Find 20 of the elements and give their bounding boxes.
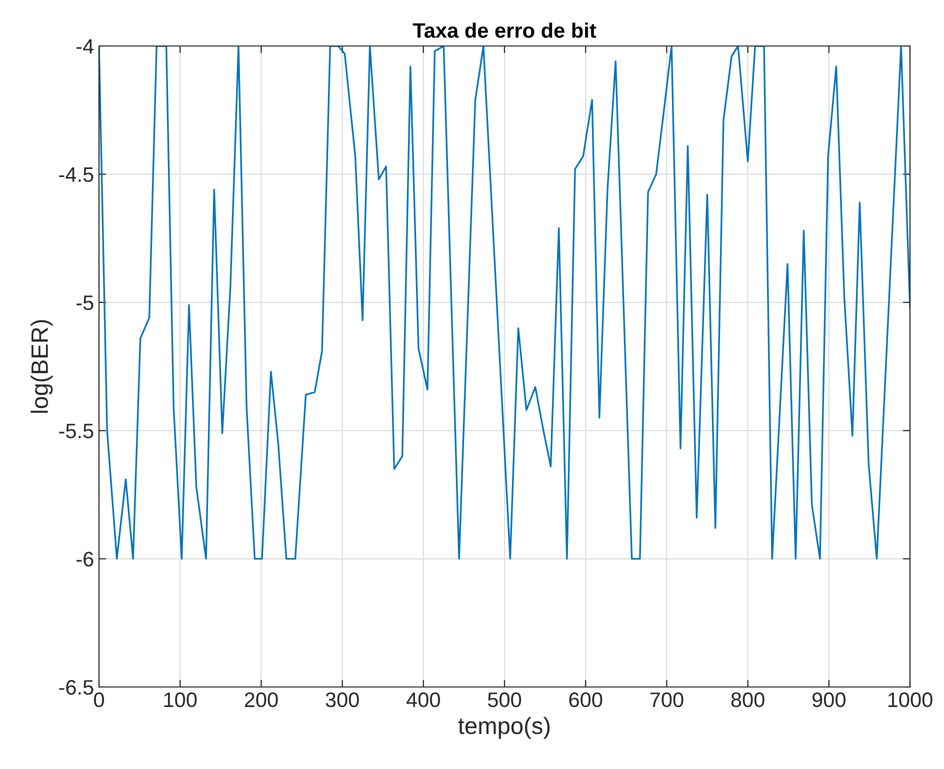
x-tick-label: 600: [569, 692, 602, 708]
x-tick-label: 800: [731, 692, 764, 708]
chart-title: Taxa de erro de bit: [412, 22, 596, 38]
y-tick-label: -4: [76, 39, 94, 54]
x-tick-label: 0: [94, 692, 104, 708]
x-tick-label: 900: [812, 692, 846, 708]
x-tick-label: 100: [164, 692, 197, 708]
x-tick-label: 200: [244, 692, 278, 708]
y-axis-title: log(BER): [30, 320, 53, 413]
y-tick-label: -5.5: [59, 424, 94, 438]
x-tick-label: 300: [326, 692, 359, 708]
y-tick-label: -6.5: [59, 680, 94, 695]
x-tick-label: 1000: [888, 692, 932, 708]
x-tick-label: 500: [488, 692, 522, 708]
x-tick-label: 400: [406, 692, 440, 708]
y-tick-label: -4.5: [59, 167, 94, 182]
y-tick-label: -6: [76, 552, 94, 567]
x-axis-title: tempo(s): [458, 716, 550, 739]
y-tick-label: -5: [76, 296, 94, 310]
x-tick-label: 700: [650, 692, 684, 708]
